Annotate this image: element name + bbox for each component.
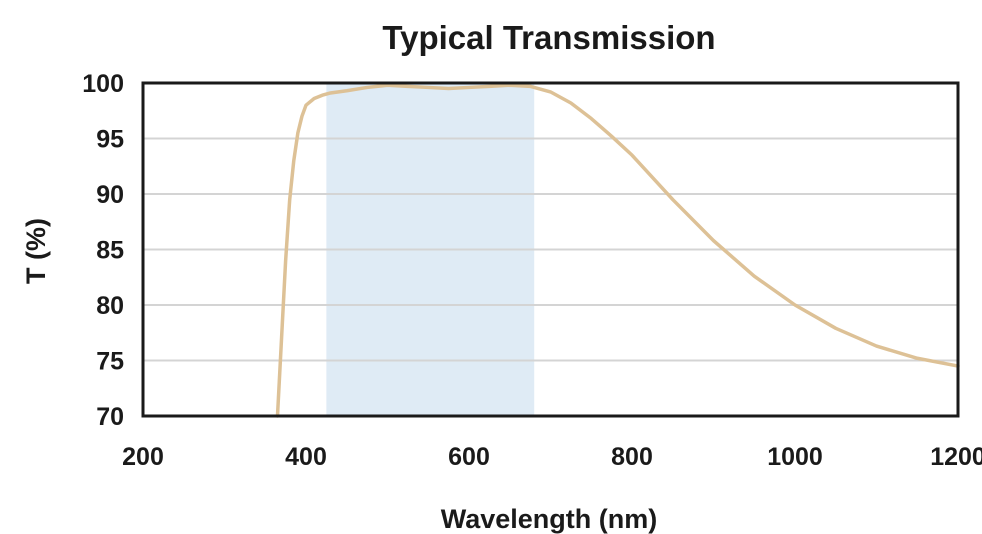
series-layer (275, 83, 960, 418)
chart-title: Typical Transmission (382, 19, 715, 56)
x-tick-label-800: 800 (611, 443, 653, 471)
x-tick-label-200: 200 (122, 443, 164, 471)
y-tick-label-70: 70 (96, 403, 124, 431)
y-tick-label-100: 100 (82, 70, 124, 98)
tick-layer: 200 400 600 800 1000 1200 70 75 80 85 90 95 100 (82, 70, 982, 471)
y-tick-label-75: 75 (96, 348, 124, 376)
y-axis-title: T (%) (21, 218, 51, 284)
x-tick-label-1200: 1200 (930, 443, 982, 471)
y-tick-label-80: 80 (96, 292, 124, 320)
y-tick-label-95: 95 (96, 126, 124, 154)
x-axis-title: Wavelength (nm) (441, 504, 658, 534)
x-tick-label-600: 600 (448, 443, 490, 471)
x-tick-label-400: 400 (285, 443, 327, 471)
plot-frame (141, 81, 960, 418)
y-tick-label-90: 90 (96, 181, 124, 209)
series-line-0 (275, 83, 960, 418)
x-tick-label-1000: 1000 (767, 443, 823, 471)
y-tick-label-85: 85 (96, 237, 124, 265)
